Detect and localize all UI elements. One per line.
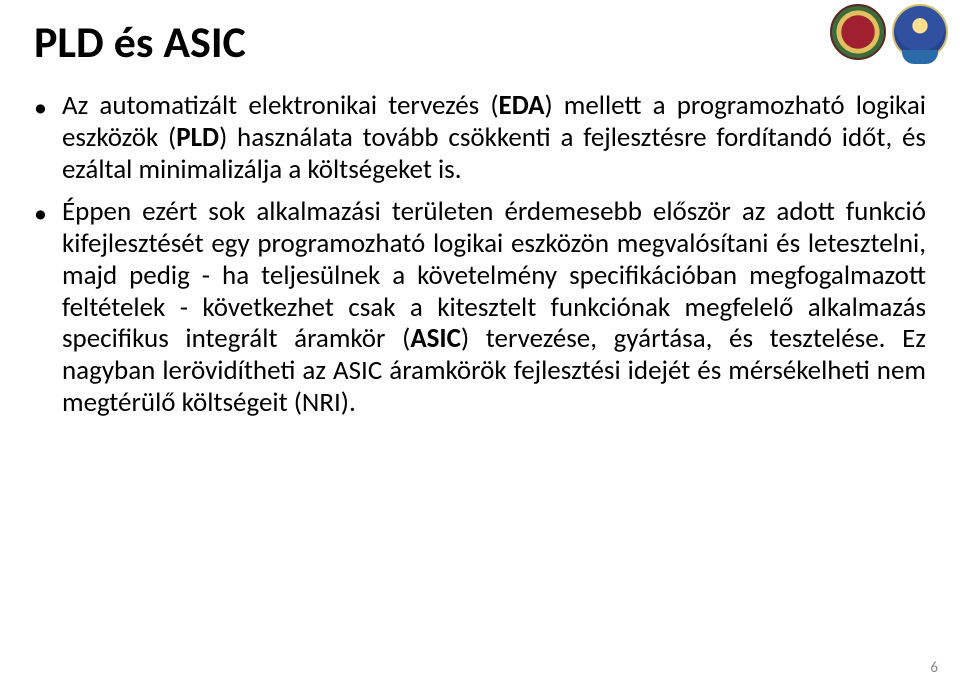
university-seal-icon: [830, 4, 886, 60]
university-crest-icon: [892, 4, 948, 60]
bullet-text: Éppen ezért sok alkalmazási területen ér…: [62, 196, 926, 419]
slide: PLD és ASIC • Az automatizált elektronik…: [0, 0, 960, 691]
bullet-mark-icon: •: [34, 196, 62, 419]
slide-body: • Az automatizált elektronikai tervezés …: [34, 90, 926, 419]
bold-run: EDA: [499, 89, 545, 122]
bullet-item: • Éppen ezért sok alkalmazási területen …: [34, 196, 926, 419]
logo-group: [830, 4, 948, 60]
text-run: Az automatizált elektronikai tervezés (: [62, 89, 499, 122]
bullet-item: • Az automatizált elektronikai tervezés …: [34, 90, 926, 186]
bullet-text: Az automatizált elektronikai tervezés (E…: [62, 90, 926, 186]
bullet-mark-icon: •: [34, 90, 62, 186]
bold-run: ASIC: [410, 322, 461, 355]
page-number: 6: [930, 659, 938, 677]
bold-run: PLD: [176, 121, 219, 154]
slide-title: PLD és ASIC: [34, 18, 926, 66]
